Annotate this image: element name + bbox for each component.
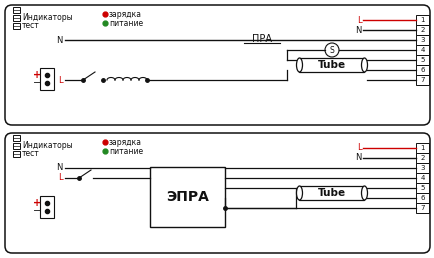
Bar <box>415 203 428 213</box>
Bar <box>415 15 428 25</box>
Text: S: S <box>329 45 334 54</box>
Text: L: L <box>58 173 63 182</box>
Text: 7: 7 <box>419 77 424 83</box>
Text: зарядка: зарядка <box>109 10 141 19</box>
Text: 6: 6 <box>419 67 424 73</box>
Text: Индикаторы: Индикаторы <box>22 13 72 22</box>
Text: 5: 5 <box>419 185 424 191</box>
Ellipse shape <box>361 186 367 200</box>
Bar <box>40 68 54 90</box>
Bar <box>415 45 428 55</box>
Bar <box>40 196 54 219</box>
Text: N: N <box>355 154 361 163</box>
Text: L: L <box>357 143 361 152</box>
Text: +: + <box>33 198 41 208</box>
Text: 1: 1 <box>419 17 424 23</box>
Text: питание: питание <box>109 147 143 156</box>
Bar <box>415 173 428 183</box>
Bar <box>415 75 428 85</box>
Text: N: N <box>355 26 361 35</box>
Text: N: N <box>56 36 63 44</box>
Text: 3: 3 <box>419 37 424 43</box>
Text: ЭПРА: ЭПРА <box>166 190 208 204</box>
Text: 2: 2 <box>419 27 424 33</box>
Bar <box>299 58 364 72</box>
Ellipse shape <box>361 58 367 72</box>
FancyBboxPatch shape <box>5 5 429 125</box>
Text: 4: 4 <box>419 47 424 53</box>
Text: L: L <box>357 15 361 25</box>
Bar <box>415 55 428 65</box>
Bar <box>299 186 364 200</box>
Text: −: − <box>33 78 41 88</box>
Bar <box>150 167 224 227</box>
Bar <box>13 7 20 13</box>
Text: 7: 7 <box>419 205 424 211</box>
Text: 2: 2 <box>419 155 424 161</box>
Bar <box>415 193 428 203</box>
Text: тест: тест <box>22 149 39 158</box>
Text: 6: 6 <box>419 195 424 201</box>
Bar <box>415 183 428 193</box>
Text: N: N <box>56 164 63 173</box>
Text: питание: питание <box>109 19 143 28</box>
Text: −: − <box>33 206 41 216</box>
Text: ПРА: ПРА <box>251 34 271 44</box>
Bar <box>415 163 428 173</box>
Text: 3: 3 <box>419 165 424 171</box>
Text: L: L <box>58 76 63 85</box>
Text: Индикаторы: Индикаторы <box>22 141 72 150</box>
Bar <box>415 65 428 75</box>
FancyBboxPatch shape <box>5 133 429 253</box>
Text: 5: 5 <box>419 57 424 63</box>
Bar <box>415 153 428 163</box>
Text: зарядка: зарядка <box>109 138 141 147</box>
Bar <box>415 143 428 153</box>
Ellipse shape <box>296 58 302 72</box>
Text: тест: тест <box>22 21 39 30</box>
Text: +: + <box>33 70 41 80</box>
Bar <box>13 135 20 141</box>
Text: Tube: Tube <box>317 60 345 70</box>
Bar <box>13 143 20 149</box>
Text: 1: 1 <box>419 145 424 151</box>
Bar <box>415 25 428 35</box>
Text: Tube: Tube <box>317 188 345 198</box>
Bar <box>13 151 20 157</box>
Text: 4: 4 <box>419 175 424 181</box>
Bar <box>415 35 428 45</box>
Bar <box>13 23 20 29</box>
Bar <box>13 15 20 21</box>
Ellipse shape <box>296 186 302 200</box>
